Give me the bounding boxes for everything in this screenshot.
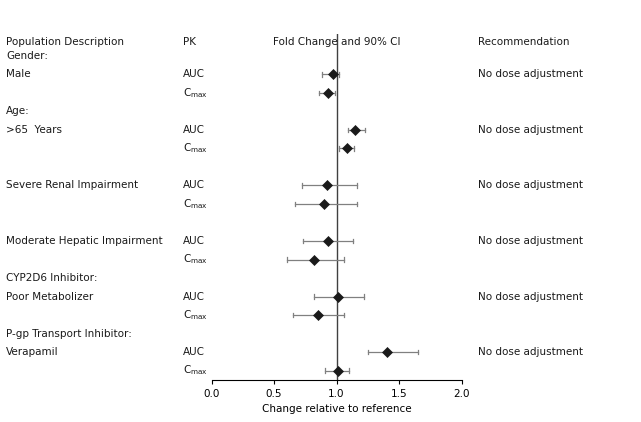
- Text: Verapamil: Verapamil: [6, 347, 59, 357]
- Text: AUC: AUC: [183, 125, 204, 135]
- Text: No dose adjustment: No dose adjustment: [478, 236, 583, 246]
- Text: AUC: AUC: [183, 347, 204, 357]
- Text: AUC: AUC: [183, 70, 204, 79]
- Text: No dose adjustment: No dose adjustment: [478, 181, 583, 190]
- Text: AUC: AUC: [183, 181, 204, 190]
- Text: C$_{\mathregular{max}}$: C$_{\mathregular{max}}$: [183, 308, 208, 322]
- Text: Age:: Age:: [6, 106, 30, 116]
- Text: Moderate Hepatic Impairment: Moderate Hepatic Impairment: [6, 236, 163, 246]
- Text: PK: PK: [183, 37, 196, 47]
- Text: C$_{\mathregular{max}}$: C$_{\mathregular{max}}$: [183, 86, 208, 100]
- Text: C$_{\mathregular{max}}$: C$_{\mathregular{max}}$: [183, 197, 208, 211]
- Text: Poor Metabolizer: Poor Metabolizer: [6, 292, 94, 302]
- Text: No dose adjustment: No dose adjustment: [478, 70, 583, 79]
- Text: No dose adjustment: No dose adjustment: [478, 347, 583, 357]
- Text: CYP2D6 Inhibitor:: CYP2D6 Inhibitor:: [6, 273, 98, 283]
- Text: Male: Male: [6, 70, 31, 79]
- Text: Population Description: Population Description: [6, 37, 124, 47]
- Text: Fold Change and 90% CI: Fold Change and 90% CI: [273, 37, 400, 47]
- Text: >65  Years: >65 Years: [6, 125, 62, 135]
- Text: AUC: AUC: [183, 236, 204, 246]
- Text: Recommendation: Recommendation: [478, 37, 569, 47]
- X-axis label: Change relative to reference: Change relative to reference: [262, 404, 412, 414]
- Text: Severe Renal Impairment: Severe Renal Impairment: [6, 181, 138, 190]
- Text: P-gp Transport Inhibitor:: P-gp Transport Inhibitor:: [6, 329, 132, 338]
- Text: C$_{\mathregular{max}}$: C$_{\mathregular{max}}$: [183, 142, 208, 155]
- Text: C$_{\mathregular{max}}$: C$_{\mathregular{max}}$: [183, 253, 208, 266]
- Text: No dose adjustment: No dose adjustment: [478, 125, 583, 135]
- Text: No dose adjustment: No dose adjustment: [478, 292, 583, 302]
- Text: C$_{\mathregular{max}}$: C$_{\mathregular{max}}$: [183, 364, 208, 377]
- Text: Gender:: Gender:: [6, 51, 49, 61]
- Text: AUC: AUC: [183, 292, 204, 302]
